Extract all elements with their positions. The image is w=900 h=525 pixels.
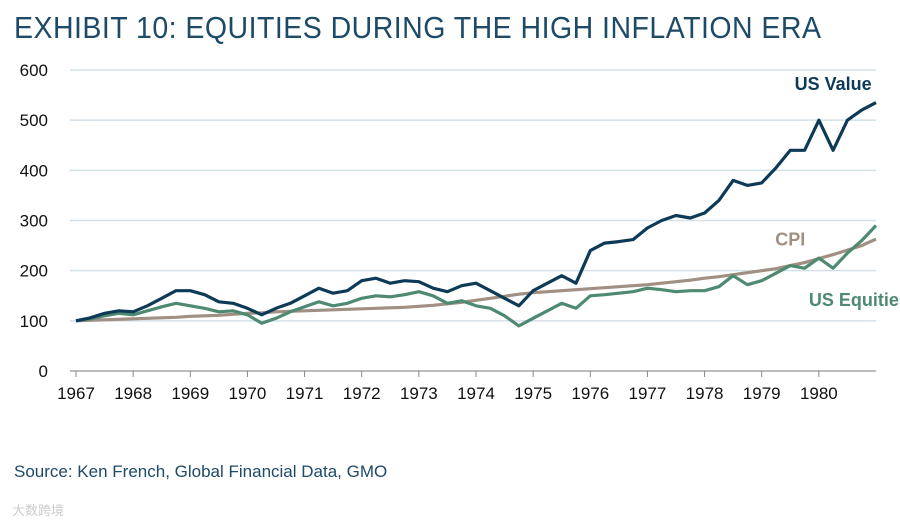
x-tick-label: 1979 bbox=[743, 384, 781, 403]
y-tick-label: 300 bbox=[20, 212, 48, 231]
x-tick-label: 1973 bbox=[400, 384, 438, 403]
chart-title: EXHIBIT 10: EQUITIES DURING THE HIGH INF… bbox=[14, 10, 822, 45]
x-tick-label: 1969 bbox=[171, 384, 209, 403]
x-tick-label: 1974 bbox=[457, 384, 495, 403]
series-label: US Value bbox=[795, 74, 872, 94]
line-chart: 0 100 200 300 400 500 600 1967 1968 1969 1970 1971 1… bbox=[20, 61, 900, 403]
y-tick-label: 400 bbox=[20, 161, 48, 180]
x-tick-label: 1967 bbox=[57, 384, 95, 403]
watermark: 大数跨境 bbox=[12, 503, 65, 518]
series-line-us-equities bbox=[75, 224, 878, 328]
x-tick-label: 1972 bbox=[343, 384, 381, 403]
source-note: Source: Ken French, Global Financial Dat… bbox=[14, 462, 388, 481]
x-tick-label: 1975 bbox=[514, 384, 552, 403]
x-tick-label: 1976 bbox=[571, 384, 609, 403]
y-tick-label: 100 bbox=[20, 312, 48, 331]
x-tick-label: 1970 bbox=[229, 384, 267, 403]
x-tick-label: 1968 bbox=[114, 384, 152, 403]
series-line-cpi bbox=[75, 237, 877, 323]
y-tick-label: 0 bbox=[39, 362, 48, 381]
series-line-us-value bbox=[75, 101, 877, 323]
y-tick-label: 200 bbox=[20, 262, 48, 281]
x-tick-label: 1978 bbox=[686, 384, 724, 403]
x-tick-label: 1971 bbox=[286, 384, 324, 403]
series-label: CPI bbox=[775, 230, 805, 250]
x-tick-label: 1980 bbox=[800, 384, 838, 403]
x-tick-label: 1977 bbox=[629, 384, 667, 403]
y-tick-label: 600 bbox=[20, 61, 48, 80]
series-label: US Equities bbox=[809, 290, 900, 310]
y-tick-label: 500 bbox=[20, 111, 48, 130]
